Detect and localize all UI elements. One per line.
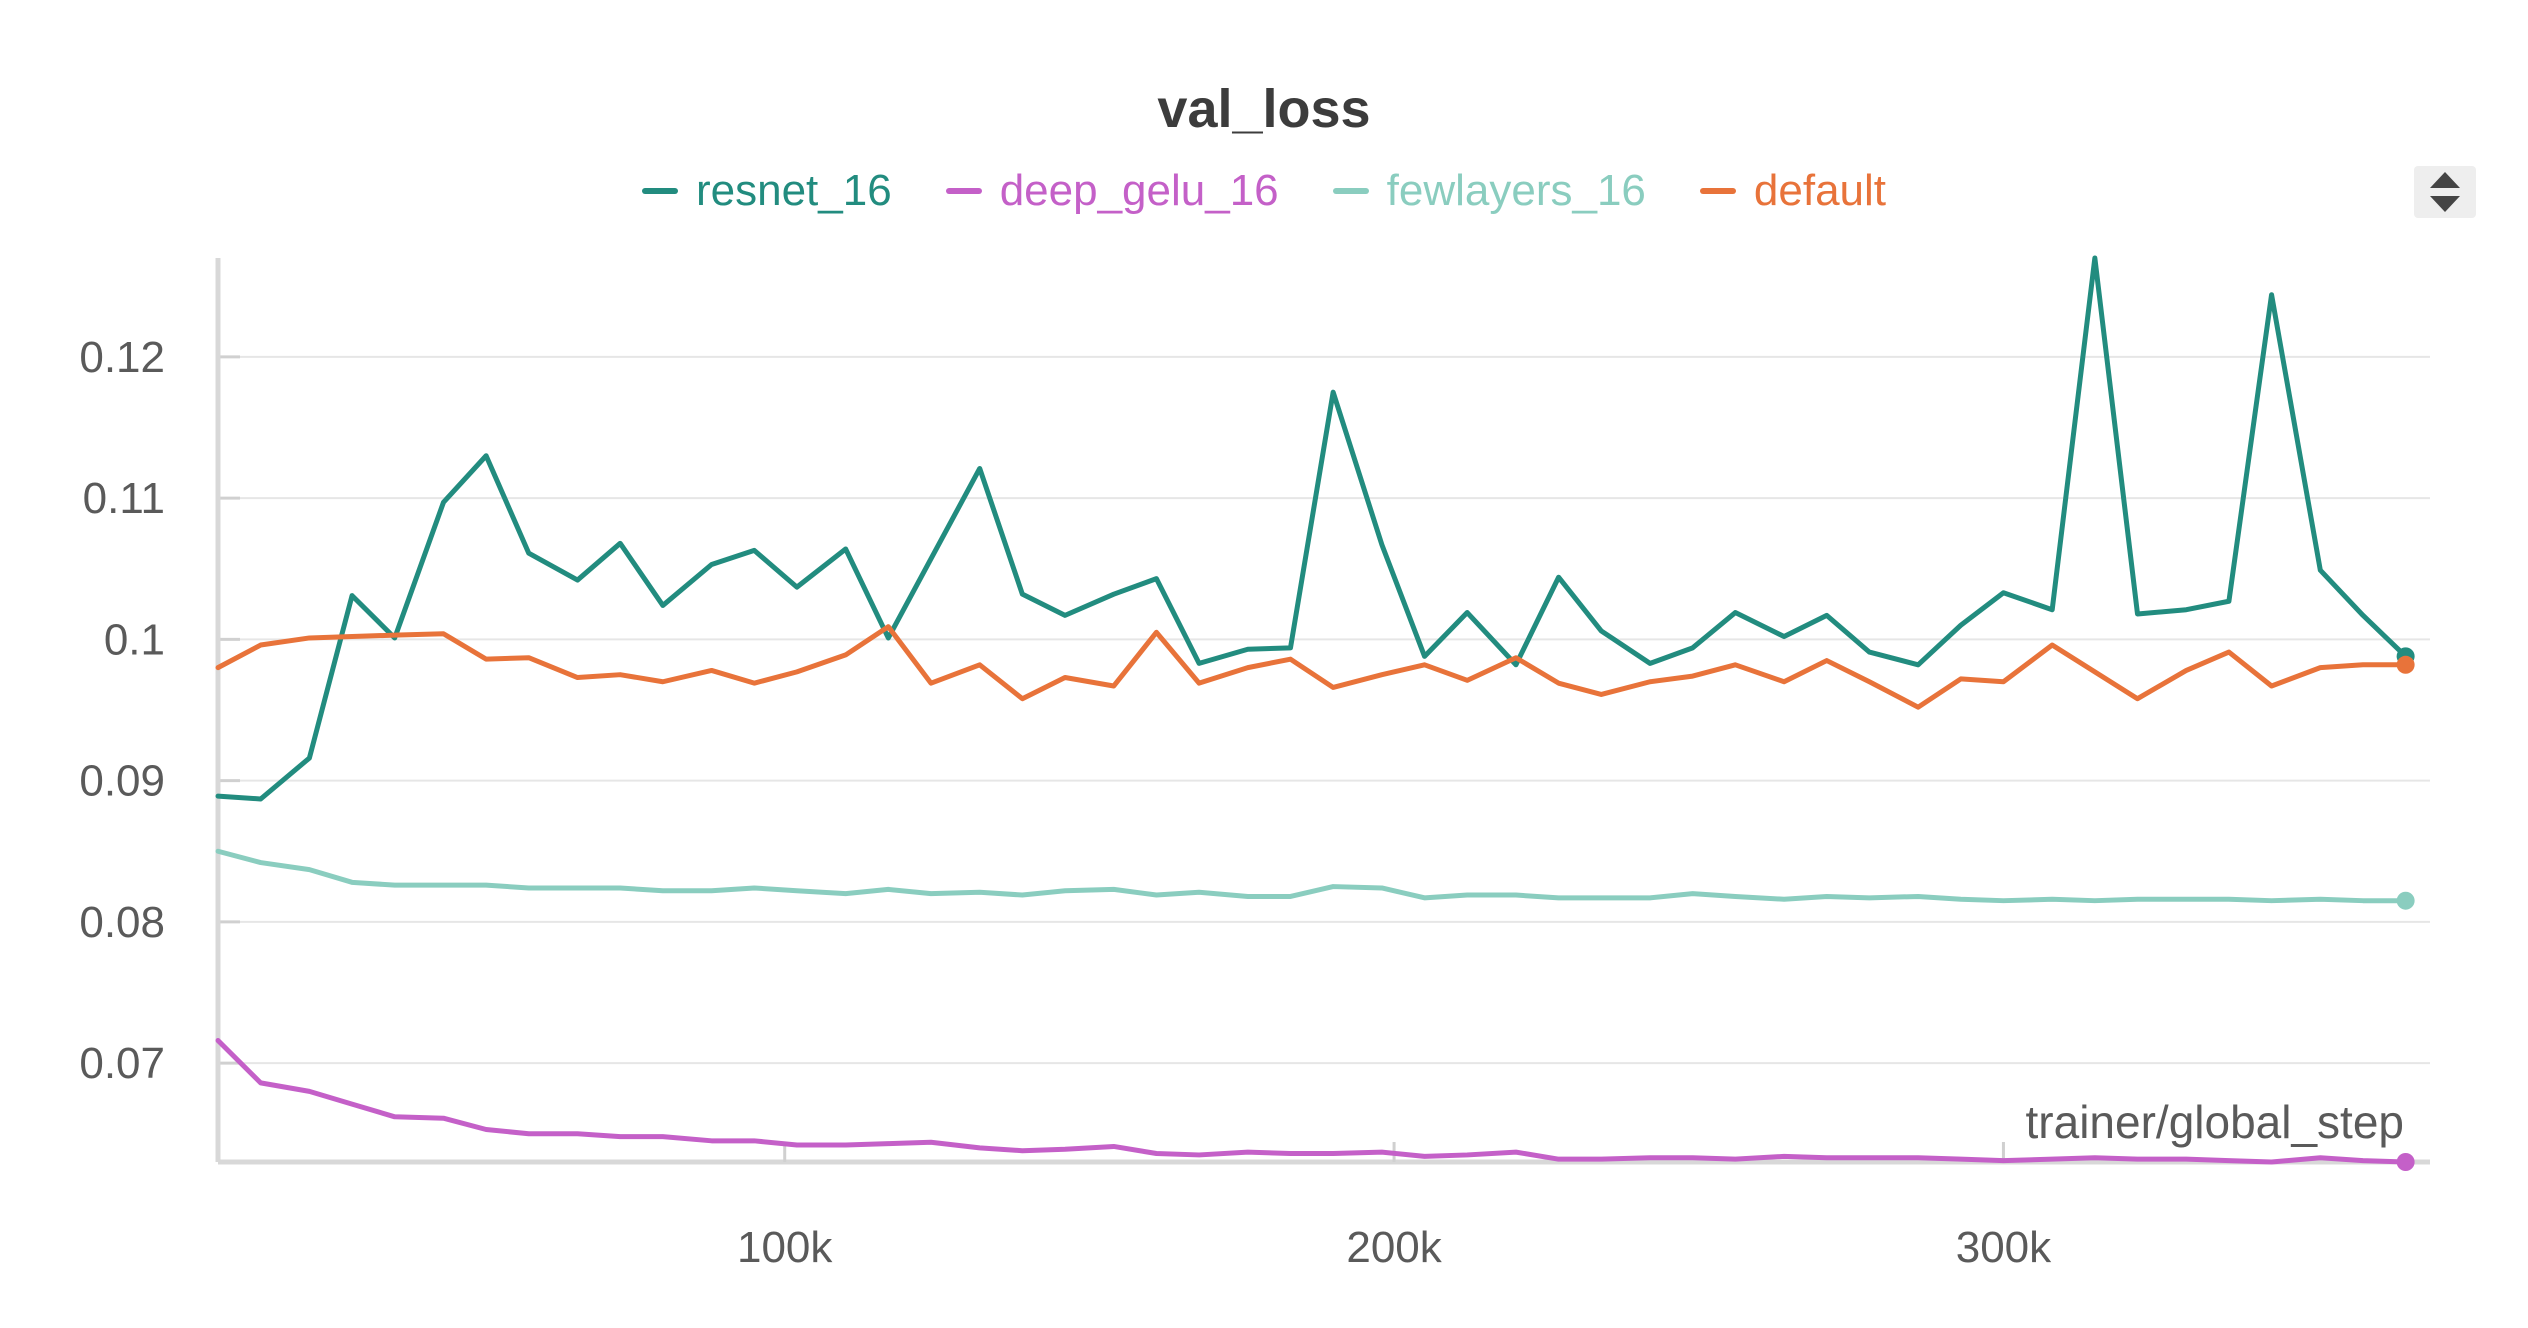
y-tick-label: 0.1: [104, 615, 165, 664]
legend-swatch: [641, 188, 678, 194]
legend-item-fewlayers_16[interactable]: fewlayers_16: [1332, 166, 1646, 216]
series-line-fewlayers_16: [215, 848, 2409, 904]
chart-title: val_loss: [1157, 79, 1371, 139]
legend-item-default[interactable]: default: [1699, 166, 1887, 216]
legend-item-resnet_16[interactable]: resnet_16: [641, 166, 892, 216]
y-tick-label: 0.08: [79, 898, 165, 947]
x-tick-label: 300k: [1956, 1223, 2052, 1272]
legend-swatch: [1699, 188, 1736, 194]
y-tick-label: 0.09: [79, 757, 165, 806]
y-tick-label: 0.11: [83, 474, 165, 523]
chevron-up-icon[interactable]: [2430, 172, 2460, 188]
series-end-point-default: [2396, 655, 2415, 674]
legend-scroll-control[interactable]: [2414, 166, 2476, 218]
legend-label: default: [1753, 166, 1887, 215]
legend-label: resnet_16: [695, 166, 892, 215]
legend-label: deep_gelu_16: [999, 166, 1279, 215]
legend-item-deep_gelu_16[interactable]: deep_gelu_16: [945, 166, 1279, 216]
chevron-down-icon[interactable]: [2430, 196, 2460, 212]
legend-swatch: [1332, 188, 1369, 194]
y-tick-label: 0.12: [79, 333, 165, 382]
y-tick-label: 0.07: [79, 1039, 165, 1088]
series-line-deep_gelu_16: [215, 1038, 2409, 1165]
legend-label: fewlayers_16: [1386, 166, 1646, 215]
series-end-point-deep_gelu_16: [2396, 1153, 2415, 1171]
x-axis-title: trainer/global_step: [2026, 1096, 2404, 1148]
x-tick-label: 200k: [1346, 1223, 1442, 1272]
series-line-resnet_16: [215, 255, 2409, 802]
x-tick-label: 100k: [737, 1223, 833, 1272]
series-line-default: [215, 624, 2409, 710]
series-end-point-fewlayers_16: [2396, 891, 2415, 910]
legend: resnet_16 deep_gelu_16 fewlayers_16 default: [0, 166, 2528, 216]
legend-swatch: [945, 188, 982, 194]
